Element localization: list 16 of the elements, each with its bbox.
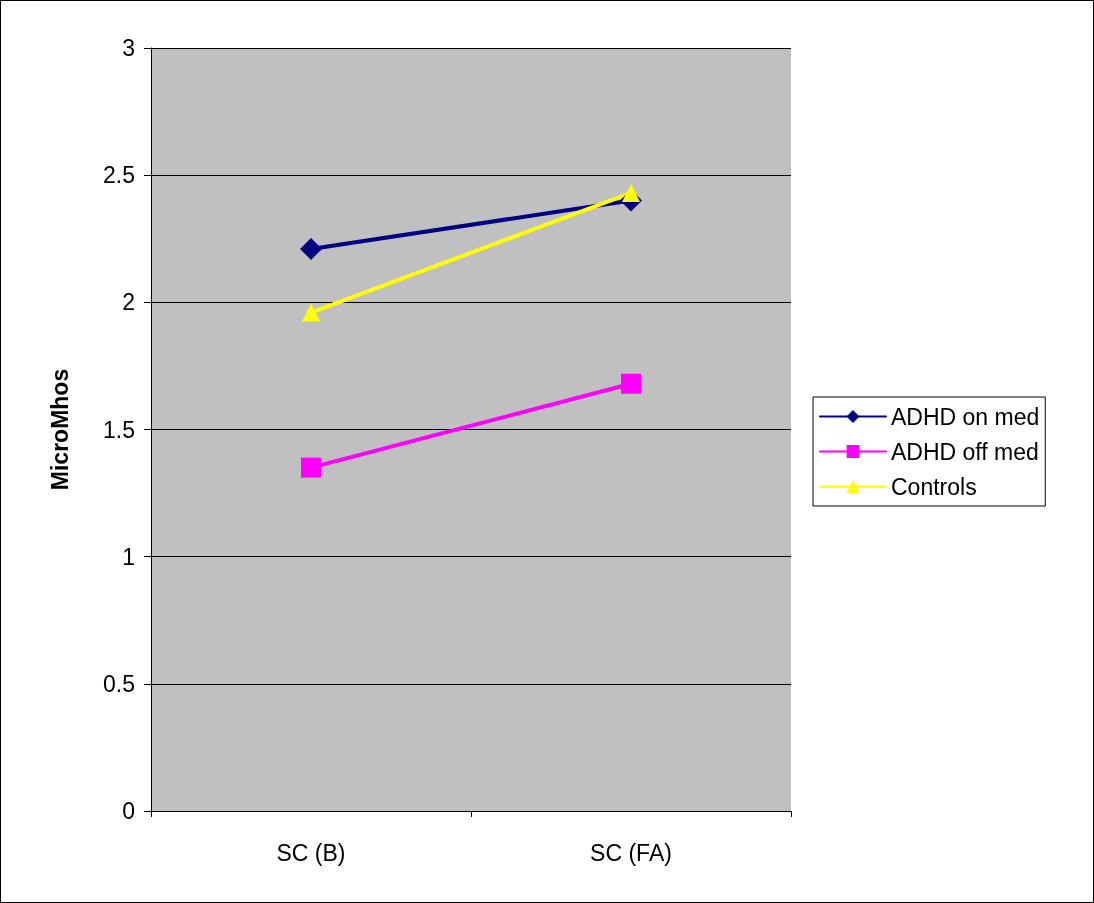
point [301,457,321,478]
point [621,373,641,394]
legend-label: ADHD on med [891,403,1040,430]
y-tick-label: 3 [122,35,135,61]
y-tick-label: 1.5 [103,416,135,443]
y-axis-title: MicroMhos [46,368,73,491]
y-tick-label: 1 [122,543,135,570]
y-tick-label: 0 [122,798,135,824]
y-tick-label: 0.5 [103,670,135,697]
x-tick-label: SC (B) [276,839,346,866]
legend-label: Controls [891,473,977,500]
x-tick-label: SC (FA) [590,839,672,866]
y-tick-label: 2 [122,289,135,316]
point [300,237,322,260]
y-tick-label: 2.5 [103,162,135,189]
legend-label: ADHD off med [891,438,1039,465]
